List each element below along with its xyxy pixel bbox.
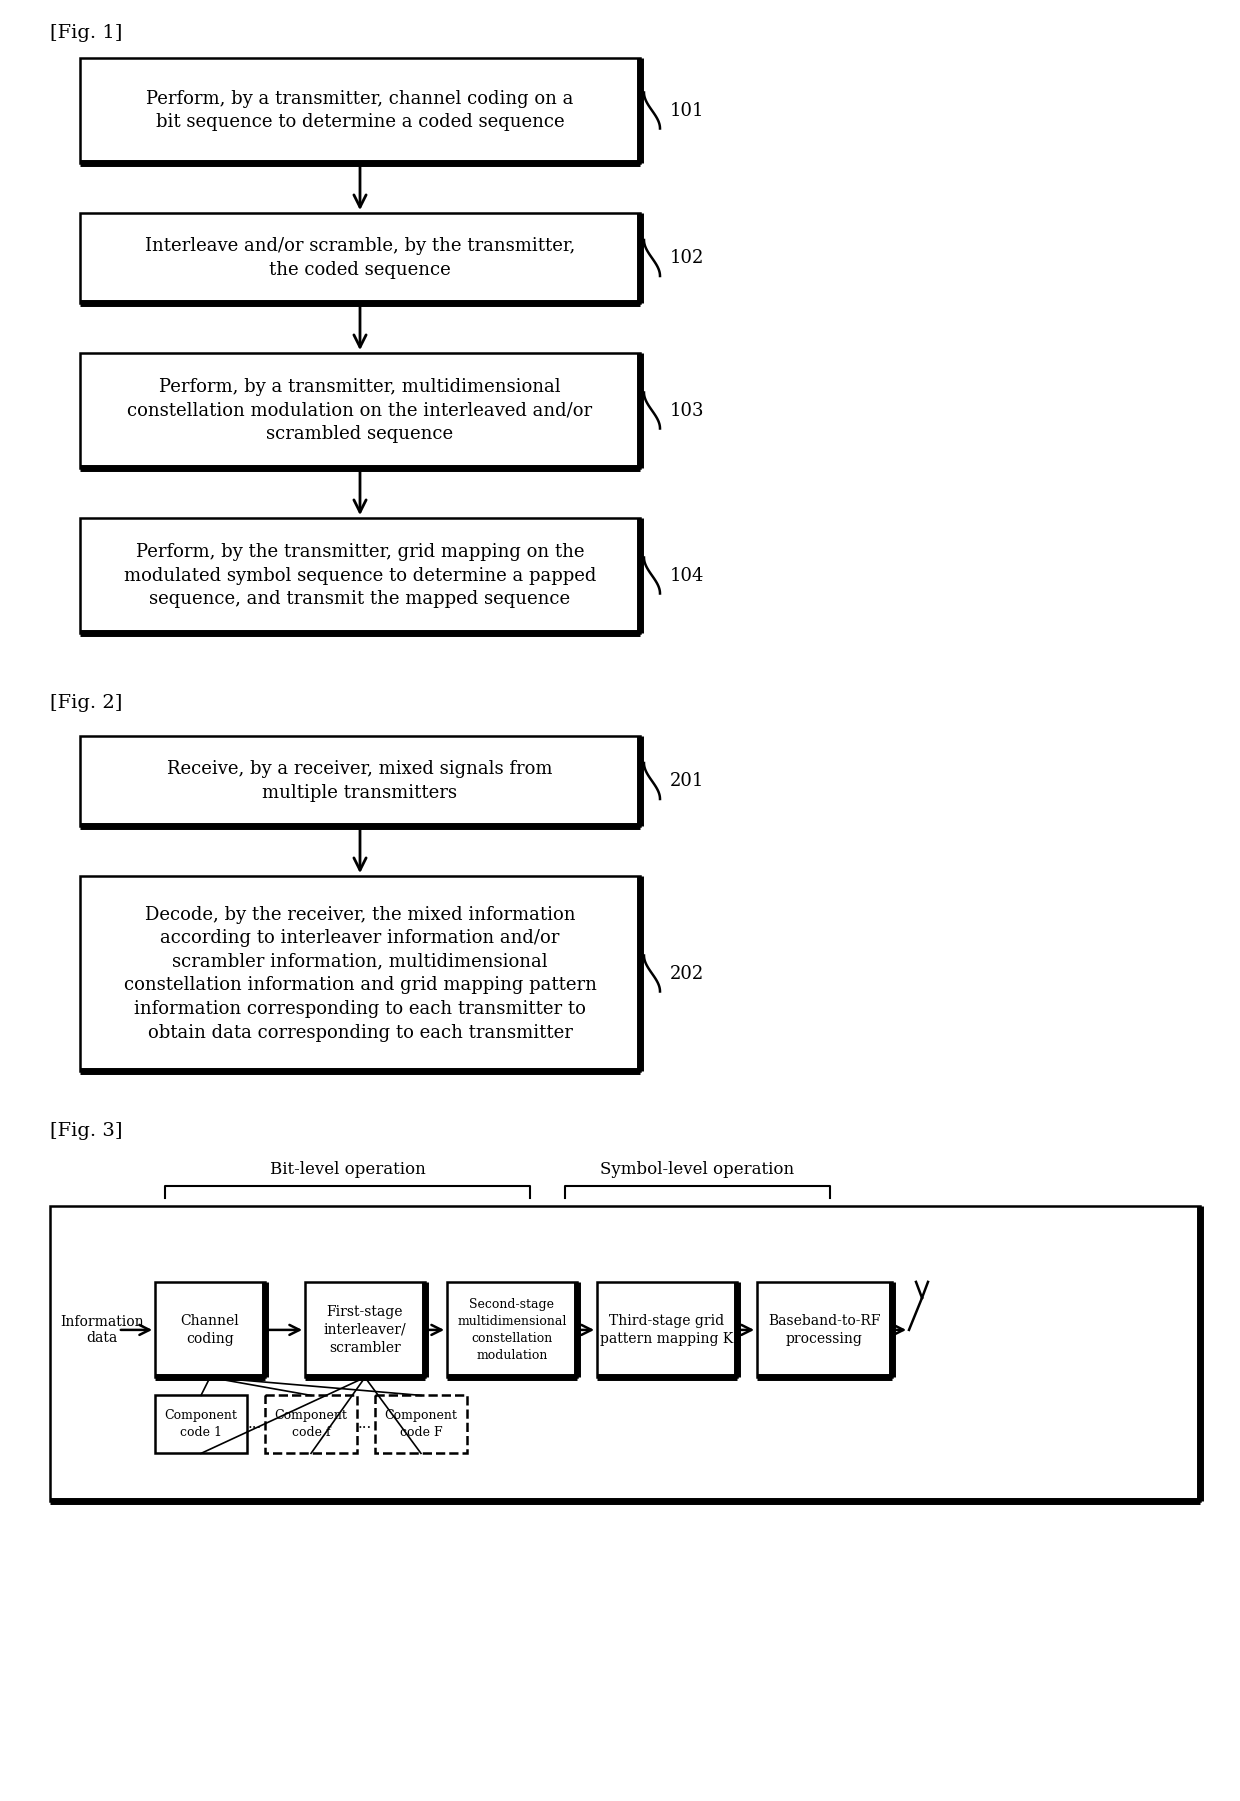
Text: [Fig. 2]: [Fig. 2] [50,693,123,711]
Text: Symbol-level operation: Symbol-level operation [600,1160,795,1178]
Text: Information
data: Information data [60,1315,144,1345]
Text: 103: 103 [670,402,704,420]
Text: Second-stage
multidimensional
constellation
modulation: Second-stage multidimensional constellat… [458,1299,567,1362]
Text: Perform, by a transmitter, channel coding on a
bit sequence to determine a coded: Perform, by a transmitter, channel codin… [146,90,574,131]
Text: ...: ... [358,1417,372,1432]
Text: Component
code F: Component code F [384,1410,458,1439]
Bar [265,1396,357,1453]
Text: Component
code 1: Component code 1 [165,1410,237,1439]
Text: Interleave and/or scramble, by the transmitter,
the coded sequence: Interleave and/or scramble, by the trans… [145,238,575,279]
Text: [Fig. 3]: [Fig. 3] [50,1122,123,1140]
Bar [81,353,640,468]
Bar [50,1207,1200,1500]
Text: Bit-level operation: Bit-level operation [269,1160,425,1178]
Text: 102: 102 [670,249,704,267]
Text: 202: 202 [670,965,704,983]
Bar [374,1396,467,1453]
Text: Baseband-to-RF
processing: Baseband-to-RF processing [769,1313,880,1345]
Bar [756,1282,892,1378]
Text: [Fig. 1]: [Fig. 1] [50,23,123,41]
Text: 101: 101 [670,101,704,119]
Bar [155,1396,247,1453]
Text: 104: 104 [670,567,704,585]
Bar [81,519,640,632]
Bar [81,737,640,827]
Bar [81,875,640,1072]
Text: Component
code f: Component code f [274,1410,347,1439]
Text: Receive, by a receiver, mixed signals from
multiple transmitters: Receive, by a receiver, mixed signals fr… [167,760,553,801]
Text: 201: 201 [670,773,704,791]
Text: Perform, by a transmitter, multidimensional
constellation modulation on the inte: Perform, by a transmitter, multidimensio… [128,378,593,443]
Bar [305,1282,425,1378]
Text: Perform, by the transmitter, grid mapping on the
modulated symbol sequence to de: Perform, by the transmitter, grid mappin… [124,542,596,609]
Text: Decode, by the receiver, the mixed information
according to interleaver informat: Decode, by the receiver, the mixed infor… [124,906,596,1041]
Text: ...: ... [248,1417,262,1432]
Bar [596,1282,737,1378]
Bar [81,213,640,303]
Text: Third-stage grid
pattern mapping K: Third-stage grid pattern mapping K [600,1313,734,1345]
Bar [446,1282,577,1378]
Text: First-stage
interleaver/
scrambler: First-stage interleaver/ scrambler [324,1304,407,1356]
Bar [81,58,640,164]
Text: Channel
coding: Channel coding [181,1313,239,1345]
Bar [155,1282,265,1378]
